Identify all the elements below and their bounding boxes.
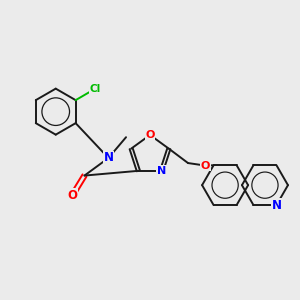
Text: N: N [103,152,113,164]
Text: N: N [272,199,281,212]
Text: O: O [145,130,155,140]
Text: N: N [157,166,166,176]
Text: Cl: Cl [89,84,100,94]
Text: O: O [67,189,77,202]
Text: O: O [201,160,210,171]
